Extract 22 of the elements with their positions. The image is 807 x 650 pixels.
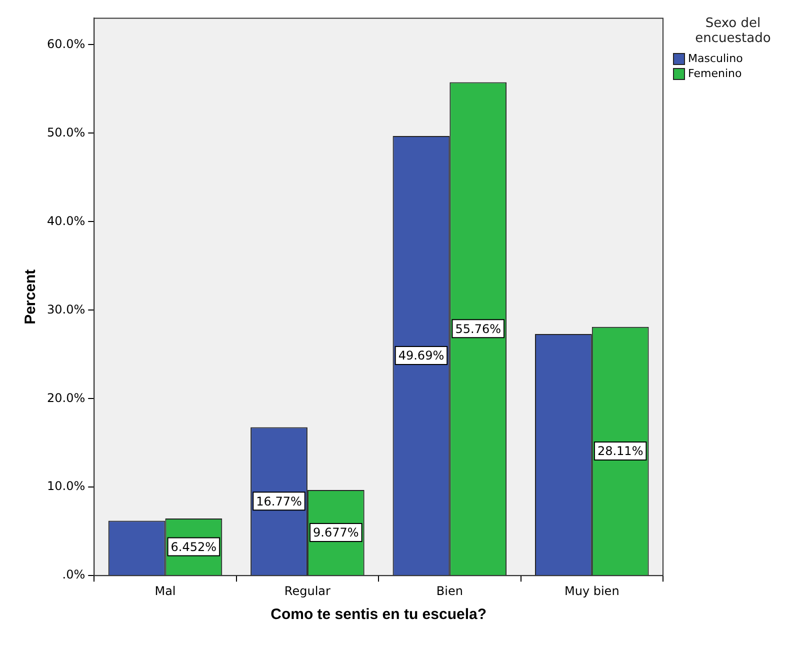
legend-label: Femenino xyxy=(688,67,742,80)
x-tick-label: Muy bien xyxy=(564,584,620,598)
x-tick-label: Mal xyxy=(154,584,176,598)
y-tick-label: 20.0% xyxy=(46,390,86,405)
y-tick-label: 10.0% xyxy=(46,479,86,494)
data-label: 28.11% xyxy=(597,444,644,458)
y-tick-label: 30.0% xyxy=(46,302,86,316)
y-tick-label: 40.0% xyxy=(46,214,86,228)
data-label: 9.677% xyxy=(313,526,359,540)
y-tick-label: 50.0% xyxy=(46,125,86,140)
data-label: 55.76% xyxy=(455,322,501,336)
data-label: 6.452% xyxy=(170,540,217,554)
data-label: 16.77% xyxy=(256,494,302,508)
data-label: 49.69% xyxy=(398,348,444,363)
y-tick-label: 60.0% xyxy=(46,36,86,51)
x-tick-label: Regular xyxy=(284,584,331,598)
y-axis-title: Percent xyxy=(22,269,40,324)
x-tick-label: Bien xyxy=(436,584,463,598)
x-axis-title: Como te sentis en tu escuela? xyxy=(270,606,487,624)
legend-title: Sexo del encuestado xyxy=(694,16,772,46)
legend-label: Masculino xyxy=(688,52,743,65)
y-tick-label: .0% xyxy=(62,568,86,582)
